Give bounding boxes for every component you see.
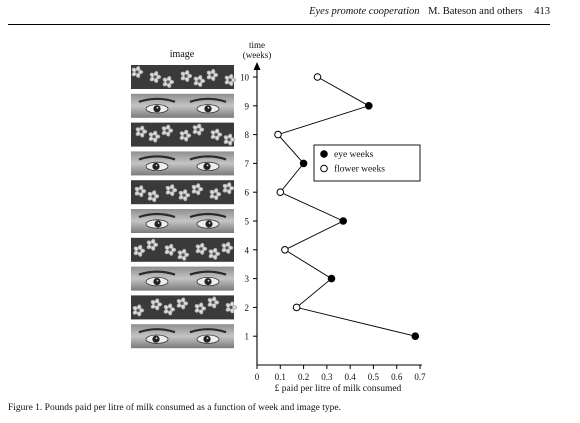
flowers-image-strip — [131, 180, 235, 205]
journal-title: Eyes promote cooperation — [309, 6, 420, 17]
x-tick-label: 0.7 — [414, 372, 426, 382]
eye-week-point — [411, 332, 420, 341]
y-tick-label: 9 — [245, 101, 250, 111]
flowers-image-strip — [131, 122, 236, 147]
legend: eye weeks flower weeks — [313, 144, 421, 182]
x-axis-title: £ paid per litre of milk consumed — [275, 383, 402, 394]
legend-marker — [320, 150, 328, 158]
eyes-image-strip — [131, 151, 234, 176]
x-tick-label: 0.1 — [275, 372, 286, 382]
flower-week-point — [313, 73, 322, 81]
flower-week-point — [292, 303, 301, 312]
eyes-image-strip — [131, 266, 234, 291]
eye-week-point — [365, 102, 373, 110]
y-tick-label: 7 — [245, 159, 250, 169]
legend-label: flower weeks — [334, 164, 385, 175]
flower-week-point — [276, 188, 285, 196]
y-tick-label: 6 — [245, 188, 250, 198]
image-column-label: image — [170, 49, 195, 60]
y-axis-title-time: time — [249, 40, 265, 50]
flowers-image-strip — [131, 295, 238, 320]
y-tick-label: 10 — [240, 73, 250, 83]
y-tick-label: 2 — [245, 303, 250, 313]
y-tick-label: 3 — [245, 274, 250, 284]
series-line — [277, 76, 416, 337]
eyes-image-strip — [131, 324, 234, 349]
x-tick-label: 0 — [255, 372, 260, 382]
running-header: Eyes promote cooperation M. Bateson and … — [309, 6, 550, 17]
eye-week-point — [299, 159, 308, 168]
x-tick-label: 0.2 — [298, 372, 309, 382]
x-tick-label: 0.3 — [321, 372, 333, 382]
y-axis-arrow — [253, 62, 261, 70]
legend-box — [313, 144, 421, 182]
y-tick-label: 4 — [245, 245, 250, 255]
x-tick-label: 0.4 — [345, 372, 357, 382]
data-series — [274, 73, 420, 341]
header-rule — [8, 24, 550, 25]
y-tick-label: 1 — [245, 332, 250, 342]
chart-axes: 1 2 3 4 5 6 7 8 9 10 0 0.1 0.2 0.3 0.4 0.5 0.6 0.7 — [240, 62, 426, 382]
legend-label: eye weeks — [334, 150, 374, 160]
eye-week-point — [327, 274, 336, 283]
eye-week-point — [339, 217, 348, 225]
flower-week-point — [281, 246, 289, 254]
eyes-image-strip — [131, 93, 234, 118]
y-tick-label: 8 — [245, 130, 250, 140]
author-line: M. Bateson and others — [428, 6, 523, 17]
flowers-image-strip — [131, 65, 237, 89]
eyes-image-strip — [131, 209, 234, 233]
y-axis-title-weeks: (weeks) — [243, 50, 272, 60]
page-number: 413 — [534, 6, 550, 17]
flowers-image-strip — [131, 237, 234, 262]
flower-week-point — [274, 130, 282, 139]
y-tick-label: 5 — [245, 217, 250, 227]
image-strips — [131, 65, 238, 349]
figure-caption: Figure 1. Pounds paid per litre of milk … — [8, 403, 341, 413]
legend-marker — [320, 164, 328, 173]
x-tick-label: 0.6 — [391, 372, 403, 382]
x-tick-label: 0.5 — [368, 372, 380, 382]
